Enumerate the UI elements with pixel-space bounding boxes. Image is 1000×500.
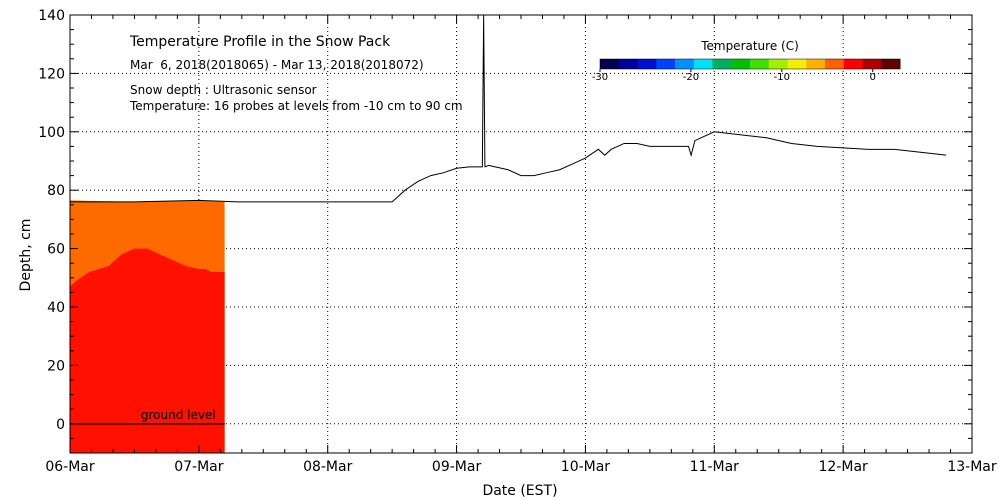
colorbar-cell: [637, 59, 657, 69]
note-snow-depth: Snow depth : Ultrasonic sensor: [130, 83, 317, 97]
x-tick-label: 09-Mar: [432, 459, 482, 475]
colorbar-cells: [599, 58, 901, 70]
colorbar-title: Temperature (C): [700, 39, 799, 53]
colorbar-border: [599, 58, 901, 70]
colorbar-cell: [600, 59, 620, 69]
x-tick-label: 11-Mar: [690, 459, 740, 475]
colorbar-cell: [806, 59, 826, 69]
colorbar-tick-label: -30: [592, 72, 608, 83]
colorbar-cell: [656, 59, 676, 69]
x-tick-label: 08-Mar: [303, 459, 353, 475]
temperature-layer-1: [70, 248, 225, 453]
temperature-colorbar: Temperature (C) -30 -20 -10 0: [592, 39, 901, 83]
colorbar-cell: [881, 59, 901, 69]
colorbar-cell: [843, 59, 863, 69]
temperature-area-layer: [70, 200, 225, 453]
chart-title: Temperature Profile in the Snow Pack: [129, 34, 391, 50]
colorbar-tick-label: 0: [870, 72, 876, 83]
colorbar-tick-label: -20: [683, 72, 699, 83]
y-tick-label: 60: [47, 242, 65, 258]
colorbar-ticks: -30 -20 -10 0: [592, 69, 876, 83]
colorbar-cell: [712, 59, 732, 69]
tick-layer: 06-Mar 07-Mar 08-Mar 09-Mar 10-Mar 11-Mar 12-M…: [38, 8, 997, 475]
note-temperature: Temperature: 16 probes at levels from -1…: [129, 99, 463, 113]
y-tick-label: 80: [47, 183, 65, 199]
colorbar-cell: [693, 59, 713, 69]
chart-subtitle: Mar 6, 2018(2018065) - Mar 13, 2018(2018…: [130, 58, 424, 72]
colorbar-cell: [825, 59, 845, 69]
x-tick-label: 10-Mar: [561, 459, 611, 475]
colorbar-cell: [768, 59, 788, 69]
colorbar-cell: [862, 59, 882, 69]
colorbar-cell: [618, 59, 638, 69]
y-tick-label: 0: [56, 417, 65, 433]
y-tick-label: 20: [47, 358, 65, 374]
y-tick-label: 100: [38, 125, 65, 141]
snow-depth-line: [70, 14, 947, 203]
x-tick-label: 13-Mar: [947, 459, 997, 475]
x-tick-label: 07-Mar: [174, 459, 224, 475]
y-tick-label: 140: [38, 8, 65, 24]
y-tick-label: 40: [47, 300, 65, 316]
colorbar-cell: [731, 59, 751, 69]
x-tick-label: 06-Mar: [45, 459, 95, 475]
ground-level-label: ground level: [141, 408, 216, 422]
y-axis-label: Depth, cm: [18, 219, 34, 292]
x-axis-label: Date (EST): [482, 483, 557, 499]
colorbar-cell: [675, 59, 695, 69]
colorbar-cell: [787, 59, 807, 69]
colorbar-tick-label: -10: [774, 72, 790, 83]
y-tick-label: 120: [38, 66, 65, 82]
colorbar-cell: [750, 59, 770, 69]
x-tick-label: 12-Mar: [819, 459, 869, 475]
